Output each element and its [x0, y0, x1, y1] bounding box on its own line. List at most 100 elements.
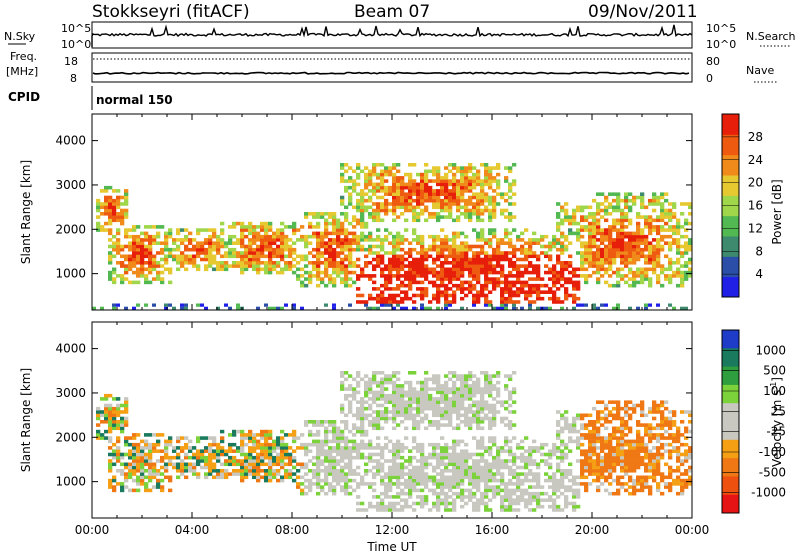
- velocity-cell: [264, 462, 269, 467]
- power-cell: [432, 205, 437, 210]
- velocity-cell: [384, 442, 389, 447]
- power-cell: [268, 244, 273, 249]
- power-cell: [624, 225, 629, 229]
- power-cell: [560, 234, 565, 239]
- power-cell: [412, 215, 417, 219]
- power-cell: [144, 231, 149, 236]
- velocity-cell: [484, 449, 489, 453]
- power-cell: [324, 251, 329, 255]
- power-cell: [448, 274, 453, 278]
- velocity-cell: [448, 508, 453, 512]
- velocity-cell: [376, 420, 381, 424]
- velocity-cell: [280, 459, 285, 463]
- power-cell: [392, 205, 397, 210]
- power-cell: [476, 179, 481, 183]
- velocity-cell: [324, 491, 329, 496]
- power-cell: [600, 228, 605, 232]
- velocity-cell: [476, 478, 481, 483]
- power-cell: [520, 280, 525, 285]
- power-cell: [532, 238, 537, 242]
- power-cell: [316, 221, 321, 226]
- velocity-cell: [464, 469, 469, 473]
- power-cell: [184, 267, 189, 272]
- power-cell: [136, 274, 141, 278]
- velocity-cell: [444, 384, 449, 388]
- power-cell: [660, 218, 665, 223]
- velocity-cell: [156, 478, 161, 483]
- velocity-cell: [384, 387, 389, 391]
- velocity-cell: [604, 478, 609, 483]
- velocity-cell: [596, 400, 601, 404]
- velocity-cell: [160, 485, 165, 489]
- velocity-cell: [248, 472, 253, 476]
- power-cell: [460, 274, 465, 278]
- velocity-cell: [208, 446, 213, 450]
- velocity-cell: [408, 455, 413, 460]
- power-cell: [512, 192, 517, 196]
- velocity-cell: [344, 371, 349, 375]
- velocity-cell: [492, 485, 497, 489]
- power-cell: [512, 306, 516, 310]
- velocity-cell: [568, 472, 573, 476]
- power-cell: [484, 277, 489, 281]
- velocity-cell: [376, 403, 381, 408]
- power-cell: [632, 247, 637, 252]
- velocity-cell: [480, 498, 485, 502]
- velocity-cell: [512, 469, 517, 473]
- velocity-cell: [492, 413, 497, 418]
- velocity-cell: [432, 482, 437, 486]
- power-cell: [340, 241, 345, 245]
- power-cell: [108, 254, 113, 259]
- power-cell: [400, 290, 405, 294]
- power-cell: [504, 303, 508, 307]
- power-cell: [424, 254, 429, 259]
- power-cell: [444, 277, 449, 281]
- power-cell: [292, 231, 297, 236]
- power-cell: [668, 277, 673, 281]
- velocity-cell: [464, 465, 469, 470]
- velocity-cell: [116, 446, 121, 450]
- power-cell: [104, 228, 109, 232]
- power-cell: [476, 244, 481, 249]
- velocity-cell: [588, 423, 593, 427]
- power-cell: [440, 192, 445, 196]
- velocity-cell: [384, 410, 389, 414]
- velocity-cell: [104, 416, 109, 421]
- power-cell: [492, 257, 497, 262]
- velocity-cell: [592, 439, 597, 444]
- velocity-cell: [304, 446, 309, 450]
- velocity-cell: [380, 393, 385, 398]
- power-cell: [464, 293, 469, 298]
- power-colorbar-tick-label: 28: [748, 130, 763, 144]
- velocity-cell: [164, 446, 169, 450]
- velocity-cell: [392, 371, 397, 375]
- power-cell: [612, 254, 617, 259]
- power-cell: [476, 231, 481, 236]
- power-heatmap-cells: [92, 163, 693, 310]
- velocity-cell: [436, 478, 441, 483]
- velocity-cell: [376, 393, 381, 398]
- power-cell: [604, 212, 609, 216]
- power-cell: [224, 303, 228, 307]
- power-cell: [436, 290, 441, 294]
- velocity-cell: [156, 442, 161, 447]
- power-cell: [580, 267, 585, 272]
- power-cell: [368, 182, 373, 187]
- power-cell: [532, 287, 537, 291]
- power-cell: [316, 277, 321, 281]
- power-cell: [384, 300, 389, 304]
- power-cell: [668, 267, 673, 272]
- velocity-cell: [576, 442, 581, 447]
- velocity-cell: [572, 478, 577, 483]
- velocity-cell: [452, 442, 457, 447]
- velocity-cell: [372, 504, 377, 509]
- power-cell: [624, 234, 629, 239]
- velocity-cell: [484, 400, 489, 404]
- power-cell: [208, 254, 213, 259]
- velocity-cell: [368, 390, 373, 395]
- power-cell: [308, 270, 313, 275]
- power-cell: [372, 163, 377, 167]
- velocity-cell: [516, 501, 521, 506]
- velocity-cell: [476, 465, 481, 470]
- velocity-cell: [224, 449, 229, 453]
